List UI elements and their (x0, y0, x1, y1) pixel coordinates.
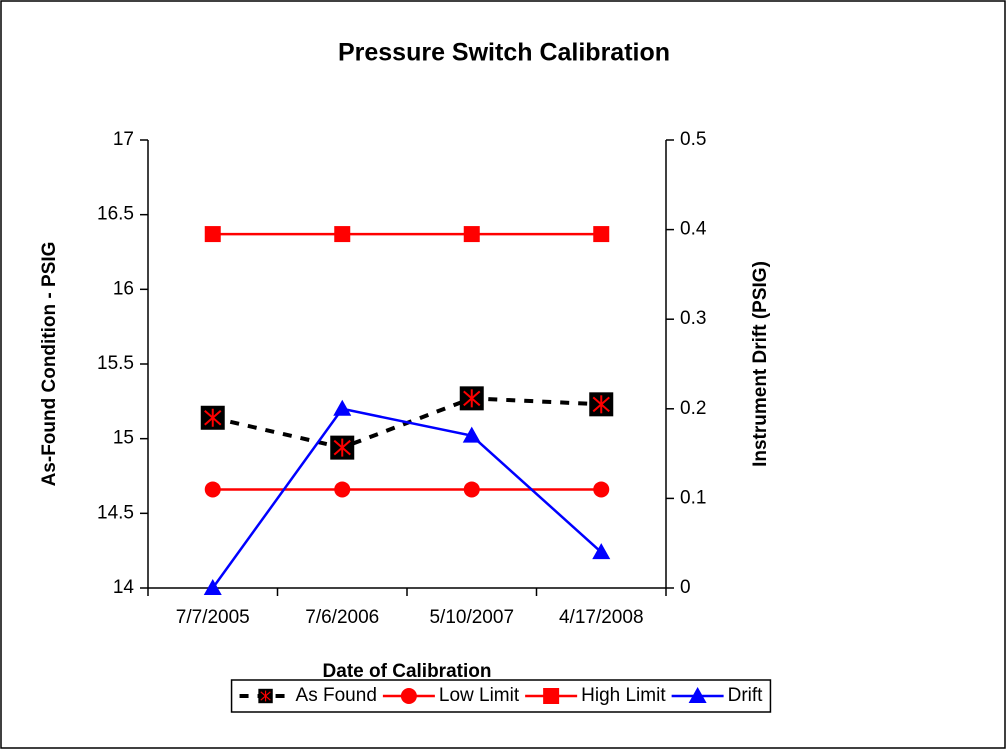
x-tick-label: 4/17/2008 (559, 607, 644, 628)
marker (258, 688, 273, 704)
marker (593, 226, 610, 243)
x-tick-label: 7/6/2006 (305, 607, 379, 628)
y2-tick-label: 0 (680, 577, 691, 598)
legend-label: High Limit (581, 685, 666, 706)
y2-tick-label: 0.4 (680, 219, 707, 240)
marker (330, 435, 355, 460)
legend: As Found Low Limit High Limit Drift (230, 679, 772, 713)
y2-tick-label: 0.3 (680, 308, 706, 329)
marker (688, 687, 707, 703)
chart-title: Pressure Switch Calibration (338, 39, 670, 67)
y-tick-label: 17 (113, 129, 134, 150)
marker-star (592, 396, 610, 413)
marker (334, 481, 351, 498)
marker-star (260, 691, 271, 701)
legend-item: Low Limit (382, 685, 520, 706)
marker (593, 481, 610, 498)
legend-label: Low Limit (439, 685, 520, 706)
marker (204, 481, 221, 498)
marker (333, 399, 352, 416)
y2-tick-label: 0.5 (680, 129, 706, 150)
marker (459, 386, 484, 411)
y-tick-label: 14.5 (97, 502, 134, 523)
y2-axis-label: Instrument Drift (PSIG) (750, 261, 771, 467)
marker (462, 426, 481, 443)
marker-star (463, 390, 481, 407)
marker (400, 688, 417, 704)
legend-label: Drift (728, 685, 764, 706)
marker (592, 543, 611, 560)
y2-tick-label: 0.2 (680, 398, 706, 419)
marker (203, 579, 222, 595)
marker (463, 481, 480, 498)
y-axis-label: As-Found Condition - PSIG (39, 242, 60, 487)
x-tick-label: 5/10/2007 (429, 607, 514, 628)
y2-tick-label: 0.1 (680, 487, 706, 508)
series-line (211, 407, 603, 589)
legend-label: As Found (296, 685, 377, 706)
legend-item: High Limit (525, 685, 666, 706)
y-tick-label: 15 (113, 428, 134, 449)
marker (463, 226, 480, 243)
marker (589, 392, 614, 417)
marker-star (333, 439, 351, 456)
marker (543, 688, 560, 704)
y-tick-label: 14 (113, 577, 135, 598)
marker-star (204, 410, 222, 426)
y-tick-label: 16 (113, 278, 134, 299)
marker (204, 226, 221, 243)
legend-item: As Found (239, 685, 377, 706)
marker (200, 405, 225, 430)
marker (334, 226, 351, 243)
y-tick-label: 16.5 (97, 204, 134, 225)
x-axis-label: Date of Calibration (323, 661, 492, 682)
legend-item: Drift (671, 685, 764, 706)
y-tick-label: 15.5 (97, 353, 134, 374)
x-tick-label: 7/7/2005 (176, 607, 250, 628)
